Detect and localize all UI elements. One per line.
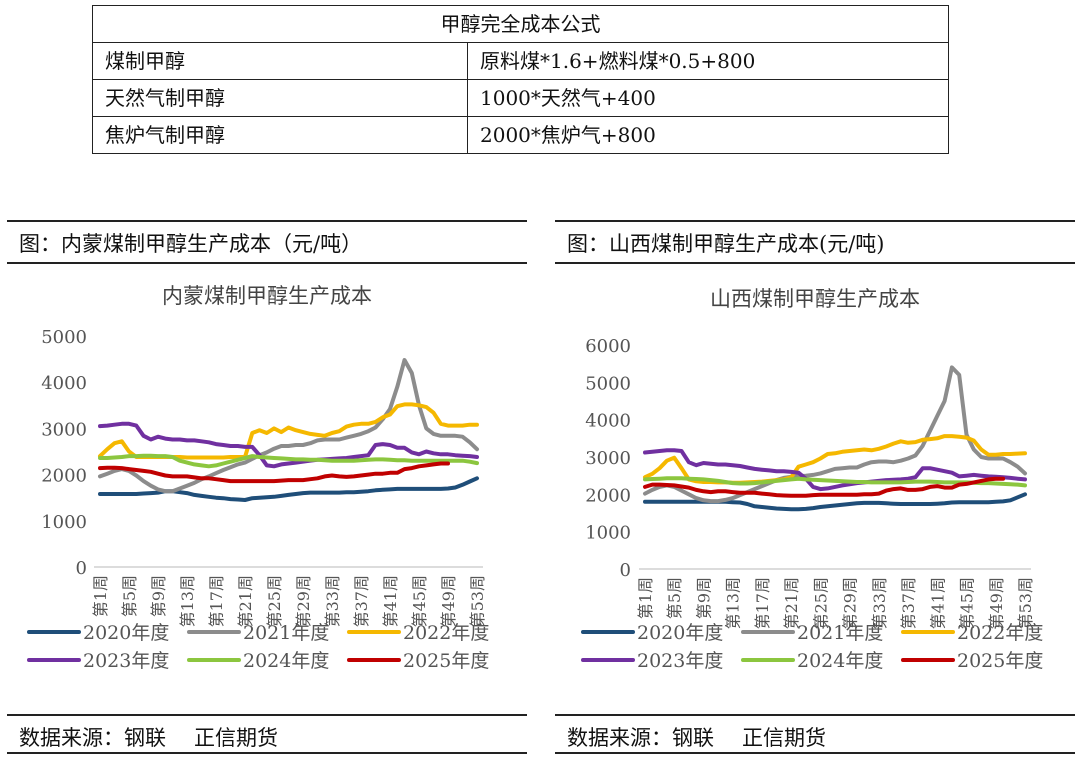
divider [7,220,527,222]
divider [7,752,527,754]
formula-cell: 2000*焦炉气+800 [467,116,949,154]
production-type-cell: 煤制甲醇 [92,42,468,80]
source-label: 数据来源：钢联 [567,726,714,750]
chart-title: 山西煤制甲醇生产成本 [710,287,920,311]
y-tick-label: 6000 [585,336,631,357]
x-tick-label: 第1周 [636,577,655,619]
y-tick-label: 1000 [41,512,87,533]
series-line-2021 [643,365,1027,504]
series-line-2022 [643,434,1027,485]
legend-label: 2025年度 [403,650,489,672]
table-row: 煤制甲醇 原料煤*1.6+燃料煤*0.5+800 [92,42,949,80]
line-chart-inner-mongolia: 内蒙煤制甲醇生产成本 0 1000 2000 3000 4000 5000 第1周 第5周 第9周… [27,284,489,672]
divider [7,262,527,264]
data-source: 数据来源：钢联 正信期货 [19,722,278,752]
y-tick-label: 2000 [585,485,631,506]
divider [555,220,1075,222]
formula-cell: 1000*天然气+400 [467,79,949,117]
x-tick-label: 第13周 [178,575,197,627]
production-type-cell: 天然气制甲醇 [92,79,468,117]
source-label: 数据来源：钢联 [19,726,166,750]
legend-label: 2024年度 [797,650,883,672]
x-tick-label: 第53周 [1016,577,1035,629]
y-tick-label: 0 [620,560,631,581]
y-tick-label: 5000 [41,327,87,348]
figure-caption: 图：内蒙煤制甲醇生产成本（元/吨） [19,232,363,256]
x-tick-label: 第5周 [665,577,684,619]
x-tick-label: 第37周 [352,575,371,627]
y-tick-label: 4000 [41,373,87,394]
table-row: 天然气制甲醇 1000*天然气+400 [92,79,949,117]
x-tick-label: 第9周 [694,577,713,619]
y-tick-label: 3000 [585,448,631,469]
x-tick-label: 第37周 [899,577,918,629]
data-source: 数据来源：钢联 正信期货 [567,722,826,752]
legend-label: 2025年度 [957,650,1043,672]
legend-label: 2021年度 [797,622,883,644]
series-line-2021 [98,358,479,494]
y-tick-label: 0 [76,558,87,579]
series-line-2025 [98,461,450,484]
x-tick-label: 第13周 [724,577,743,629]
x-tick-label: 第29周 [841,577,860,629]
divider [7,714,527,716]
table-title: 甲醇完全成本公式 [92,5,949,43]
y-tick-label: 5000 [585,373,631,394]
legend-label: 2022年度 [957,622,1043,644]
x-tick-label: 第41周 [928,577,947,629]
table-row: 焦炉气制甲醇 2000*焦炉气+800 [92,116,949,154]
legend-label: 2023年度 [637,650,723,672]
x-tick-label: 第25周 [811,577,830,629]
divider [555,752,1075,754]
x-tick-label: 第17周 [207,575,226,627]
divider [555,714,1075,716]
figure-caption: 图：山西煤制甲醇生产成本(元/吨) [567,232,885,256]
series-line-2023 [98,421,479,469]
series-line-2023 [643,448,1027,492]
legend-label: 2020年度 [83,622,169,644]
cost-formula-table: 甲醇完全成本公式 煤制甲醇 原料煤*1.6+燃料煤*0.5+800 天然气制甲醇… [92,5,949,154]
production-type-cell: 焦炉气制甲醇 [92,116,468,154]
table-header-row: 甲醇完全成本公式 [92,5,949,43]
x-tick-label: 第33周 [870,577,889,629]
x-tick-label: 第49周 [439,575,458,627]
y-tick-label: 4000 [585,411,631,432]
x-tick-label: 第21周 [782,577,801,629]
series-line-2025 [643,476,1006,498]
legend-label: 2024年度 [243,650,329,672]
x-tick-label: 第5周 [120,575,139,617]
series-line-2024 [98,453,479,469]
legend-label: 2020年度 [637,622,723,644]
source-org: 正信期货 [742,726,826,750]
legend-label: 2023年度 [83,650,169,672]
x-tick-label: 第41周 [381,575,400,627]
source-org: 正信期货 [194,726,278,750]
x-tick-label: 第29周 [294,575,313,627]
x-tick-label: 第33周 [323,575,342,627]
x-tick-label: 第53周 [468,575,487,627]
chart-title: 内蒙煤制甲醇生产成本 [162,284,372,308]
divider [555,262,1075,264]
x-tick-label: 第9周 [149,575,168,617]
x-tick-label: 第45周 [958,577,977,629]
x-tick-label: 第49周 [987,577,1006,629]
panel-inner-mongolia: 图：内蒙煤制甲醇生产成本（元/吨） 内蒙煤制甲醇生产成本 0 1000 2000 300… [7,220,527,756]
legend-label: 2022年度 [403,622,489,644]
x-tick-label: 第45周 [410,575,429,627]
y-tick-label: 3000 [41,419,87,440]
x-tick-label: 第25周 [265,575,284,627]
y-tick-label: 2000 [41,466,87,487]
x-tick-label: 第1周 [91,575,110,617]
x-tick-label: 第21周 [236,575,255,627]
formula-cell: 原料煤*1.6+燃料煤*0.5+800 [467,42,949,80]
panel-shanxi: 图：山西煤制甲醇生产成本(元/吨) 山西煤制甲醇生产成本 0 1000 2000 300… [555,220,1075,756]
x-tick-label: 第17周 [753,577,772,629]
legend-label: 2021年度 [243,622,329,644]
y-tick-label: 1000 [585,523,631,544]
